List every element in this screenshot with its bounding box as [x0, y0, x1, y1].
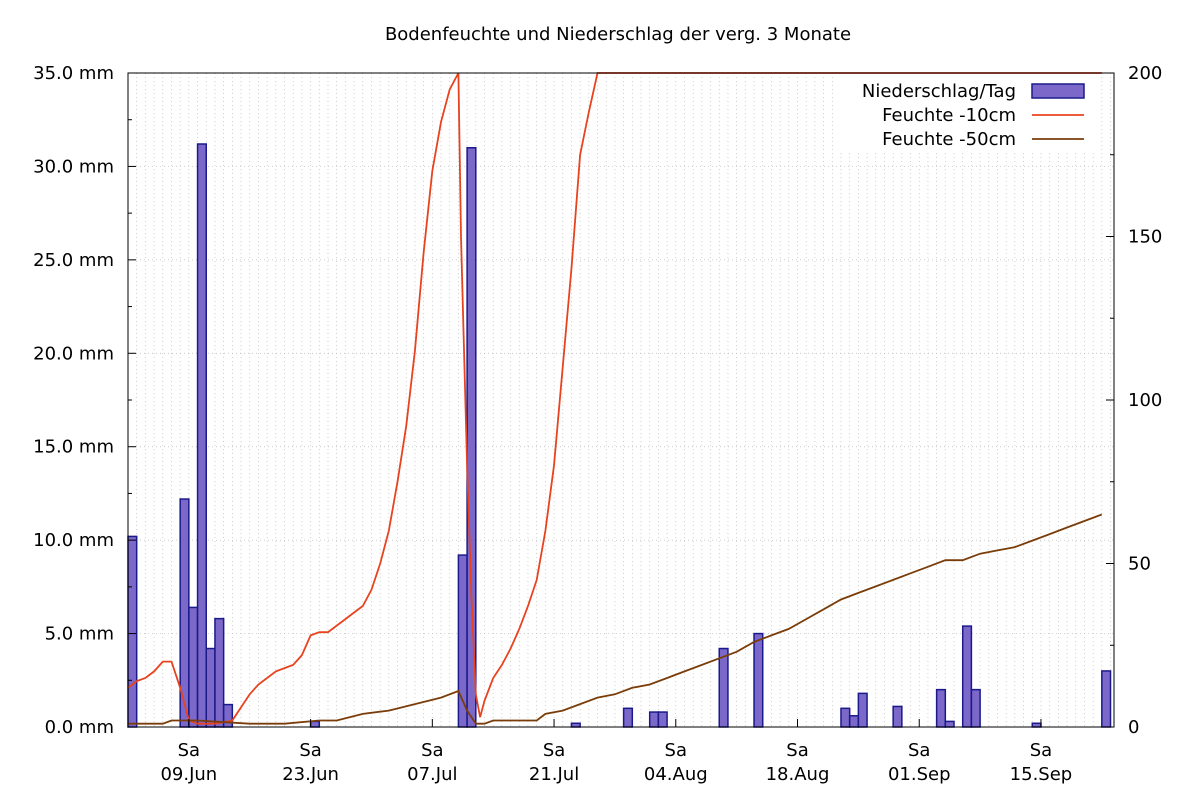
y-right-tick-label: 200: [1128, 63, 1162, 84]
y-right-tick-label: 50: [1128, 554, 1151, 575]
y-left-tick-label: 20.0 mm: [33, 343, 114, 364]
y-left-tick-label: 35.0 mm: [33, 63, 114, 84]
y-right-tick-label: 0: [1128, 717, 1139, 738]
x-tick-date: 21.Jul: [529, 764, 579, 785]
moisture-50cm-line: [128, 513, 1103, 725]
x-tick-day: Sa: [908, 740, 930, 761]
y-left-tick-label: 15.0 mm: [33, 437, 114, 458]
precipitation-bar: [188, 606, 199, 728]
x-tick-date: 09.Jun: [160, 764, 217, 785]
precipitation-bar: [848, 715, 860, 728]
precipitation-bar: [944, 720, 955, 728]
y-left-tick-label: 25.0 mm: [33, 250, 114, 271]
precipitation-bar: [648, 711, 660, 728]
x-tick-date: 15.Sep: [1010, 764, 1073, 785]
chart-title: Bodenfeuchte und Niederschlag der verg. …: [385, 24, 851, 45]
precipitation-bar: [622, 707, 634, 728]
precipitation-bar: [222, 703, 234, 728]
moisture-10cm-line: [127, 72, 1102, 725]
x-tick-day: Sa: [299, 740, 321, 761]
legend-label: Feuchte -50cm: [882, 129, 1016, 150]
precipitation-bar: [857, 692, 868, 728]
legend-label: Niederschlag/Tag: [862, 81, 1016, 102]
x-tick-day: Sa: [665, 740, 687, 761]
precipitation-bar: [970, 688, 981, 728]
precipitation-bar: [718, 647, 729, 728]
x-tick-day: Sa: [421, 740, 443, 761]
x-tick-day: Sa: [786, 740, 808, 761]
y-left-tick-label: 10.0 mm: [33, 530, 114, 551]
axes: 0.0 mm 5.0 mm 10.0 mm 15.0 mm 20.0 mm 25.0 mm…: [33, 63, 1162, 785]
x-tick-date: 04.Aug: [644, 764, 708, 785]
precipitation-bar: [309, 720, 321, 728]
precipitation-bar: [840, 707, 851, 728]
legend-swatch-bar: [1031, 83, 1085, 99]
x-tick-date: 23.Jun: [282, 764, 339, 785]
x-tick-date: 01.Sep: [888, 764, 951, 785]
precipitation-bar: [1031, 722, 1042, 728]
precipitation-bar: [892, 705, 903, 728]
precipitation-bar: [753, 632, 764, 728]
y-left-tick-label: 30.0 mm: [33, 156, 114, 177]
precipitation-bars: [127, 143, 1112, 728]
x-tick-date: 07.Jul: [407, 764, 457, 785]
x-tick-day: Sa: [543, 740, 565, 761]
moisture-lines: [127, 72, 1103, 725]
x-tick-date: 18.Aug: [766, 764, 830, 785]
y-right-tick-label: 150: [1128, 227, 1162, 248]
x-tick-day: Sa: [1030, 740, 1052, 761]
y-right-tick-label: 100: [1128, 390, 1162, 411]
precipitation-bar: [570, 722, 581, 728]
precipitation-bar: [657, 711, 668, 728]
x-tick-day: Sa: [178, 740, 200, 761]
precipitation-bar: [196, 143, 208, 728]
y-left-tick-label: 0.0 mm: [45, 717, 114, 738]
precipitation-bar: [127, 535, 138, 728]
precipitation-bar: [466, 146, 477, 728]
legend-label: Feuchte -10cm: [882, 105, 1016, 126]
precipitation-bar: [214, 617, 225, 728]
precipitation-bar: [205, 647, 216, 728]
precipitation-bar: [935, 688, 947, 728]
y-left-tick-label: 5.0 mm: [45, 624, 114, 645]
precipitation-bar: [961, 625, 973, 728]
precipitation-bar: [1101, 670, 1112, 728]
legend: Niederschlag/Tag Feuchte -10cm Feuchte -50…: [835, 75, 1097, 151]
